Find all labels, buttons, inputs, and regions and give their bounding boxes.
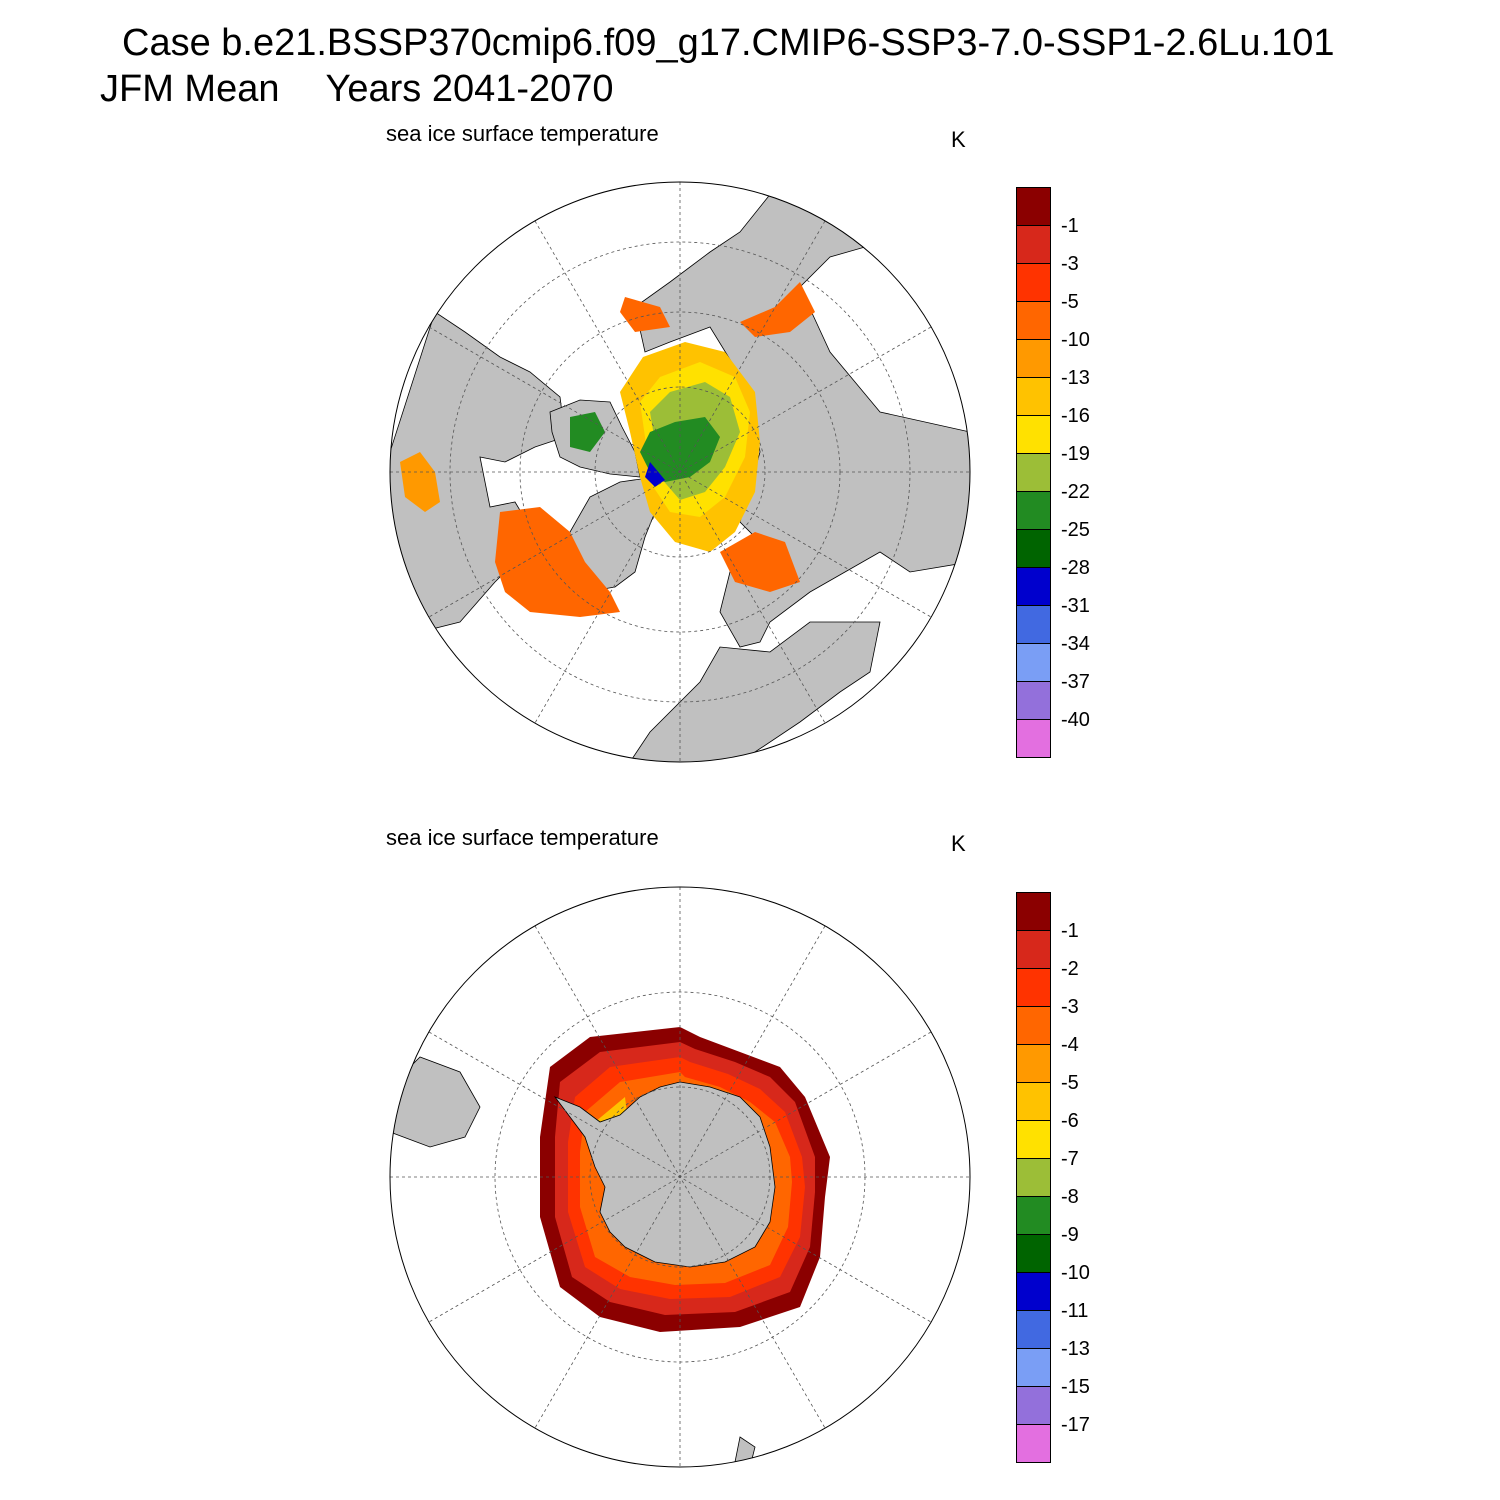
north-colorbar-swatch xyxy=(1016,187,1051,226)
arctic-map xyxy=(389,181,971,763)
south-colorbar-label: -17 xyxy=(1061,1414,1090,1436)
south-colorbar-swatch xyxy=(1016,1386,1051,1425)
south-unit-label: K xyxy=(951,831,966,856)
ice-archipelago-25 xyxy=(570,412,605,452)
north-colorbar-label: -34 xyxy=(1061,633,1090,655)
arctic-map-border xyxy=(389,181,971,763)
south-colorbar-label: -10 xyxy=(1061,1262,1090,1284)
south-colorbar-label: -9 xyxy=(1061,1224,1079,1246)
south-colorbar-label: -11 xyxy=(1061,1300,1089,1322)
ice-band-28-31 xyxy=(645,462,665,487)
north-america-land xyxy=(390,311,566,633)
south-colorbar-swatch xyxy=(1016,1424,1051,1463)
north-colorbar-swatch xyxy=(1016,415,1051,454)
antarctic-map xyxy=(389,886,971,1468)
ice-band-hudson xyxy=(400,452,440,512)
south-colorbar-swatch xyxy=(1016,1006,1051,1045)
ice-band-barents xyxy=(720,532,800,592)
south-colorbar-swatch xyxy=(1016,1234,1051,1273)
south-colorbar-label: -13 xyxy=(1061,1338,1090,1360)
south-colorbar-swatch xyxy=(1016,1158,1051,1197)
ice-band-okhotsk xyxy=(620,297,670,332)
antarctica-land xyxy=(553,1081,776,1268)
south-colorbar: -1 -2 -3 -4 -5 -6 -7 -8 -9 -10 -11 -13 -15 -17 xyxy=(1016,892,1090,1463)
arctic-map-content xyxy=(390,182,970,762)
north-colorbar-label: -37 xyxy=(1061,671,1090,693)
south-colorbar-label: -7 xyxy=(1061,1148,1079,1170)
north-colorbar-swatch xyxy=(1016,681,1051,720)
south-colorbar-swatch xyxy=(1016,1348,1051,1387)
north-colorbar-swatch xyxy=(1016,643,1051,682)
north-unit-label: K xyxy=(951,127,966,152)
north-colorbar-label: -5 xyxy=(1061,291,1079,313)
south-colorbar-swatch xyxy=(1016,1310,1051,1349)
north-colorbar-label: -22 xyxy=(1061,481,1090,503)
antarctic-map-border xyxy=(389,886,971,1468)
europe-land xyxy=(629,621,881,762)
north-colorbar-swatch xyxy=(1016,301,1051,340)
south-colorbar-label: -1 xyxy=(1061,920,1079,942)
north-colorbar-swatch xyxy=(1016,491,1051,530)
north-colorbar-label: -13 xyxy=(1061,367,1090,389)
antarctic-land xyxy=(390,1056,776,1467)
south-colorbar-label: -6 xyxy=(1061,1110,1079,1132)
south-america-land xyxy=(390,1056,481,1148)
north-colorbar-swatch xyxy=(1016,377,1051,416)
south-colorbar-label: -4 xyxy=(1061,1034,1079,1056)
north-colorbar: -1 -3 -5 -10 -13 -16 -19 -22 -25 -28 -31 -34 -37 -40 xyxy=(1016,187,1090,758)
ice-band-baffin xyxy=(495,507,620,617)
south-panel-title: sea ice surface temperature xyxy=(386,825,659,850)
case-title: Case b.e21.BSSP370cmip6.f09_g17.CMIP6-SS… xyxy=(122,22,1335,64)
south-colorbar-label: -5 xyxy=(1061,1072,1079,1094)
south-colorbar-swatch xyxy=(1016,968,1051,1007)
season-label: JFM Mean xyxy=(100,68,280,110)
north-colorbar-swatch xyxy=(1016,719,1051,758)
south-colorbar-swatch xyxy=(1016,1272,1051,1311)
north-colorbar-swatch xyxy=(1016,263,1051,302)
north-colorbar-swatch xyxy=(1016,453,1051,492)
north-colorbar-swatch xyxy=(1016,605,1051,644)
arctic-graticule xyxy=(390,182,970,762)
south-colorbar-swatch xyxy=(1016,892,1051,931)
ice-band-22-25 xyxy=(640,417,720,482)
north-panel-title: sea ice surface temperature xyxy=(386,121,659,146)
south-colorbar-label: -3 xyxy=(1061,996,1079,1018)
period-line: JFM Mean Years 2041-2070 xyxy=(100,70,614,108)
south-colorbar-swatch xyxy=(1016,930,1051,969)
north-colorbar-label: -16 xyxy=(1061,405,1090,427)
north-colorbar-label: -19 xyxy=(1061,443,1090,465)
north-colorbar-label: -25 xyxy=(1061,519,1090,541)
north-colorbar-swatch xyxy=(1016,225,1051,264)
south-colorbar-label: -8 xyxy=(1061,1186,1079,1208)
north-colorbar-label: -3 xyxy=(1061,253,1079,275)
north-colorbar-label: -10 xyxy=(1061,329,1090,351)
antarctic-graticule xyxy=(390,887,970,1467)
north-colorbar-label: -1 xyxy=(1061,215,1079,237)
ice-band-bering xyxy=(740,282,815,337)
south-colorbar-swatch xyxy=(1016,1082,1051,1121)
south-colorbar-label: -15 xyxy=(1061,1376,1090,1398)
south-colorbar-swatch xyxy=(1016,1044,1051,1083)
north-colorbar-swatch xyxy=(1016,339,1051,378)
years-label: Years 2041-2070 xyxy=(325,68,614,110)
north-colorbar-swatch xyxy=(1016,567,1051,606)
south-colorbar-label: -2 xyxy=(1061,958,1079,980)
north-colorbar-swatch xyxy=(1016,529,1051,568)
north-colorbar-label: -40 xyxy=(1061,709,1090,731)
south-colorbar-swatch xyxy=(1016,1120,1051,1159)
antarctic-map-content xyxy=(390,887,970,1467)
south-colorbar-swatch xyxy=(1016,1196,1051,1235)
north-colorbar-label: -28 xyxy=(1061,557,1090,579)
north-colorbar-label: -31 xyxy=(1061,595,1090,617)
